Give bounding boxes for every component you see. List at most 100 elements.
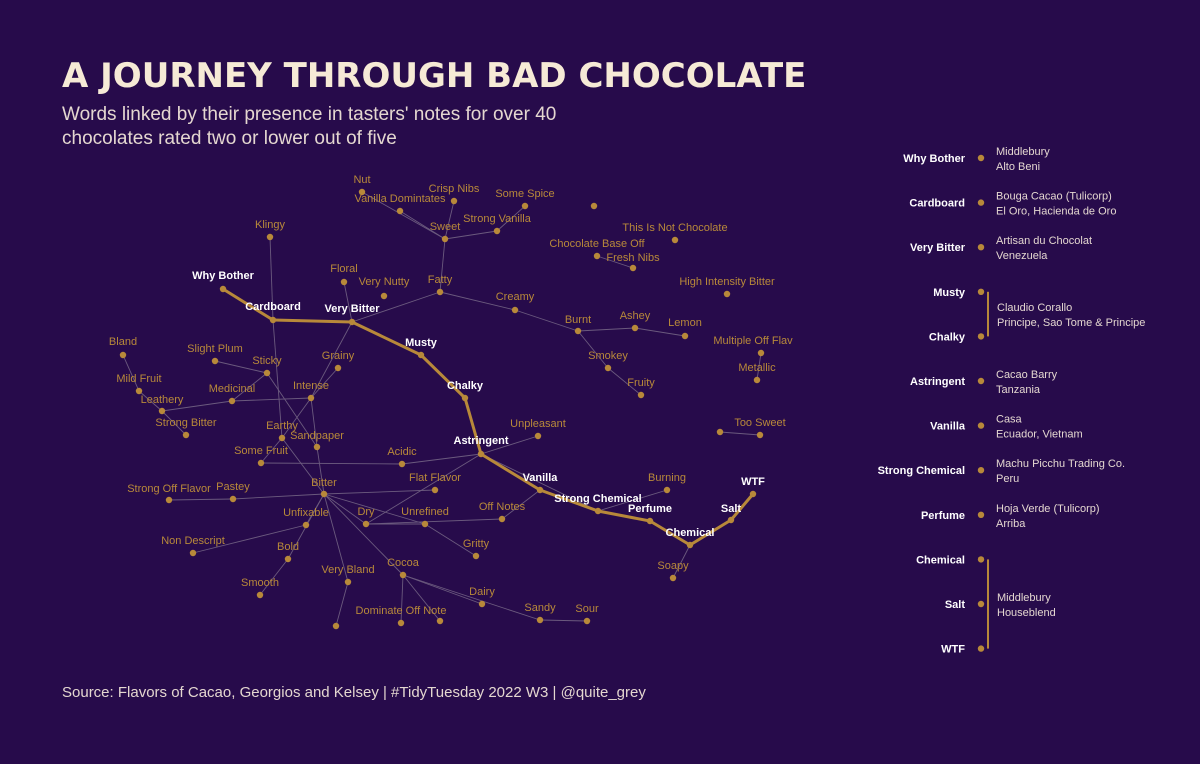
node-mild-fruit: Mild Fruit bbox=[116, 373, 162, 395]
node-label: Sweet bbox=[430, 221, 461, 233]
node-dot bbox=[313, 443, 321, 451]
node-dominate-off-note: Dominate Off Note bbox=[356, 605, 447, 627]
node-dot bbox=[756, 431, 764, 439]
node-dry: Dry bbox=[357, 506, 375, 528]
node-dot bbox=[362, 520, 370, 528]
node-dot bbox=[358, 188, 366, 196]
node-dot bbox=[477, 450, 485, 458]
network-edge bbox=[756, 352, 762, 381]
node-non-descript: Non Descript bbox=[161, 535, 225, 557]
legend-item-musty: Musty bbox=[933, 287, 985, 299]
node-some-fruit: Some Fruit bbox=[234, 445, 288, 467]
node-musty: Musty bbox=[405, 337, 438, 359]
network-edge bbox=[399, 210, 446, 240]
node-dot bbox=[266, 233, 274, 241]
node-label: Multiple Off Flav bbox=[713, 335, 793, 347]
node-label: Strong Off Flavor bbox=[127, 483, 211, 495]
node-fresh-nibs: Fresh Nibs bbox=[606, 252, 660, 272]
legend-label: Strong Chemical bbox=[878, 465, 965, 477]
network-edge bbox=[480, 453, 599, 512]
legend-desc: Cacao Barry bbox=[996, 369, 1058, 381]
node-soapy: Soapy bbox=[657, 560, 689, 582]
network-edge bbox=[122, 354, 140, 392]
journey-edge bbox=[538, 488, 600, 513]
node-salt: Salt bbox=[721, 503, 741, 524]
network-edge bbox=[323, 493, 404, 576]
network-edge bbox=[439, 238, 446, 293]
node-dot bbox=[681, 332, 689, 340]
network-edge bbox=[577, 330, 609, 369]
node-dot bbox=[757, 349, 765, 357]
legend-desc: Artisan du Chocolat bbox=[996, 235, 1092, 247]
legend-item-salt: Salt bbox=[945, 599, 985, 611]
node-strong-bitter: Strong Bitter bbox=[155, 417, 217, 439]
node-very-bitter: Very Bitter bbox=[324, 303, 380, 326]
node-label: Strong Vanilla bbox=[463, 213, 532, 225]
node-dot bbox=[441, 235, 449, 243]
network-edge bbox=[539, 619, 588, 622]
network-edge bbox=[596, 255, 634, 269]
legend-dot bbox=[977, 244, 985, 251]
network-edge bbox=[424, 523, 477, 557]
node-dot bbox=[727, 516, 735, 524]
network-edge bbox=[323, 493, 349, 583]
node-dairy: Dairy bbox=[469, 586, 495, 608]
node-dot bbox=[307, 394, 315, 402]
node-dot bbox=[397, 619, 405, 627]
node-high-intensity-bitter: High Intensity Bitter bbox=[679, 276, 775, 298]
node-dot bbox=[590, 202, 598, 210]
node-label: Sour bbox=[575, 603, 599, 615]
node-dot bbox=[256, 591, 264, 599]
legend-item-strong-chemical: Strong Chemical Machu Picchu Trading Co. P… bbox=[878, 458, 1125, 485]
node-perfume: Perfume bbox=[628, 503, 672, 525]
network-edge bbox=[323, 493, 426, 525]
legend-desc: El Oro, Hacienda de Oro bbox=[996, 206, 1116, 218]
network-edge bbox=[480, 435, 539, 455]
node-dot bbox=[257, 459, 265, 467]
legend-desc: Ecuador, Vietnam bbox=[996, 429, 1083, 441]
node-label: Very Bitter bbox=[324, 303, 380, 315]
node-dot bbox=[278, 434, 286, 442]
legend-dot bbox=[977, 377, 985, 385]
node-label: Medicinal bbox=[209, 383, 255, 395]
node-dot bbox=[637, 391, 645, 399]
node-dot bbox=[493, 227, 501, 235]
legend-label: Vanilla bbox=[930, 421, 966, 433]
node-label: Grainy bbox=[322, 350, 355, 362]
node-label: Non Descript bbox=[161, 535, 225, 547]
journey-edge bbox=[419, 353, 467, 400]
node-label: Crisp Nibs bbox=[429, 183, 480, 195]
node-dot bbox=[536, 486, 544, 494]
network-edge bbox=[365, 518, 503, 525]
legend-item-very-bitter: Very Bitter Artisan du Chocolat Venezuela bbox=[910, 235, 1092, 262]
node-dot bbox=[521, 202, 529, 210]
node-fatty: Fatty bbox=[428, 274, 453, 296]
node-label: Cardboard bbox=[245, 301, 301, 313]
journey-edge bbox=[596, 509, 652, 523]
node-label: Earthy bbox=[266, 420, 298, 432]
network-edge bbox=[444, 200, 455, 240]
network-edge bbox=[310, 397, 318, 448]
legend-desc: Arriba bbox=[996, 518, 1026, 530]
legend-dot bbox=[977, 422, 985, 429]
node-astringent: Astringent bbox=[454, 435, 509, 458]
journey-edge bbox=[479, 452, 542, 492]
node-label: Slight Plum bbox=[187, 343, 243, 355]
node-label: Metallic bbox=[738, 362, 776, 374]
network-edge bbox=[501, 489, 541, 520]
legend-item-cardboard: Cardboard Bouga Cacao (Tulicorp) El Oro, H… bbox=[909, 191, 1116, 218]
node-sandpaper: Sandpaper bbox=[290, 430, 344, 451]
node-this-is-not-chocolate: This Is Not Chocolate bbox=[622, 222, 728, 244]
node-bitter: Bitter bbox=[311, 477, 337, 498]
node-label: Cocoa bbox=[387, 557, 420, 569]
node-label: Lemon bbox=[668, 317, 702, 329]
node-label: Chemical bbox=[666, 527, 715, 539]
legend-group-desc: Claudio Corallo bbox=[997, 302, 1072, 314]
node-label: Chalky bbox=[447, 380, 484, 392]
legend-item-chemical: Chemical bbox=[916, 554, 985, 566]
node-dot bbox=[716, 428, 724, 436]
node-label: Dominate Off Note bbox=[356, 605, 447, 617]
source-caption: Source: Flavors of Cacao, Georgios and K… bbox=[62, 684, 646, 701]
node-dot bbox=[421, 520, 429, 528]
node-label: Flat Flavor bbox=[409, 472, 461, 484]
